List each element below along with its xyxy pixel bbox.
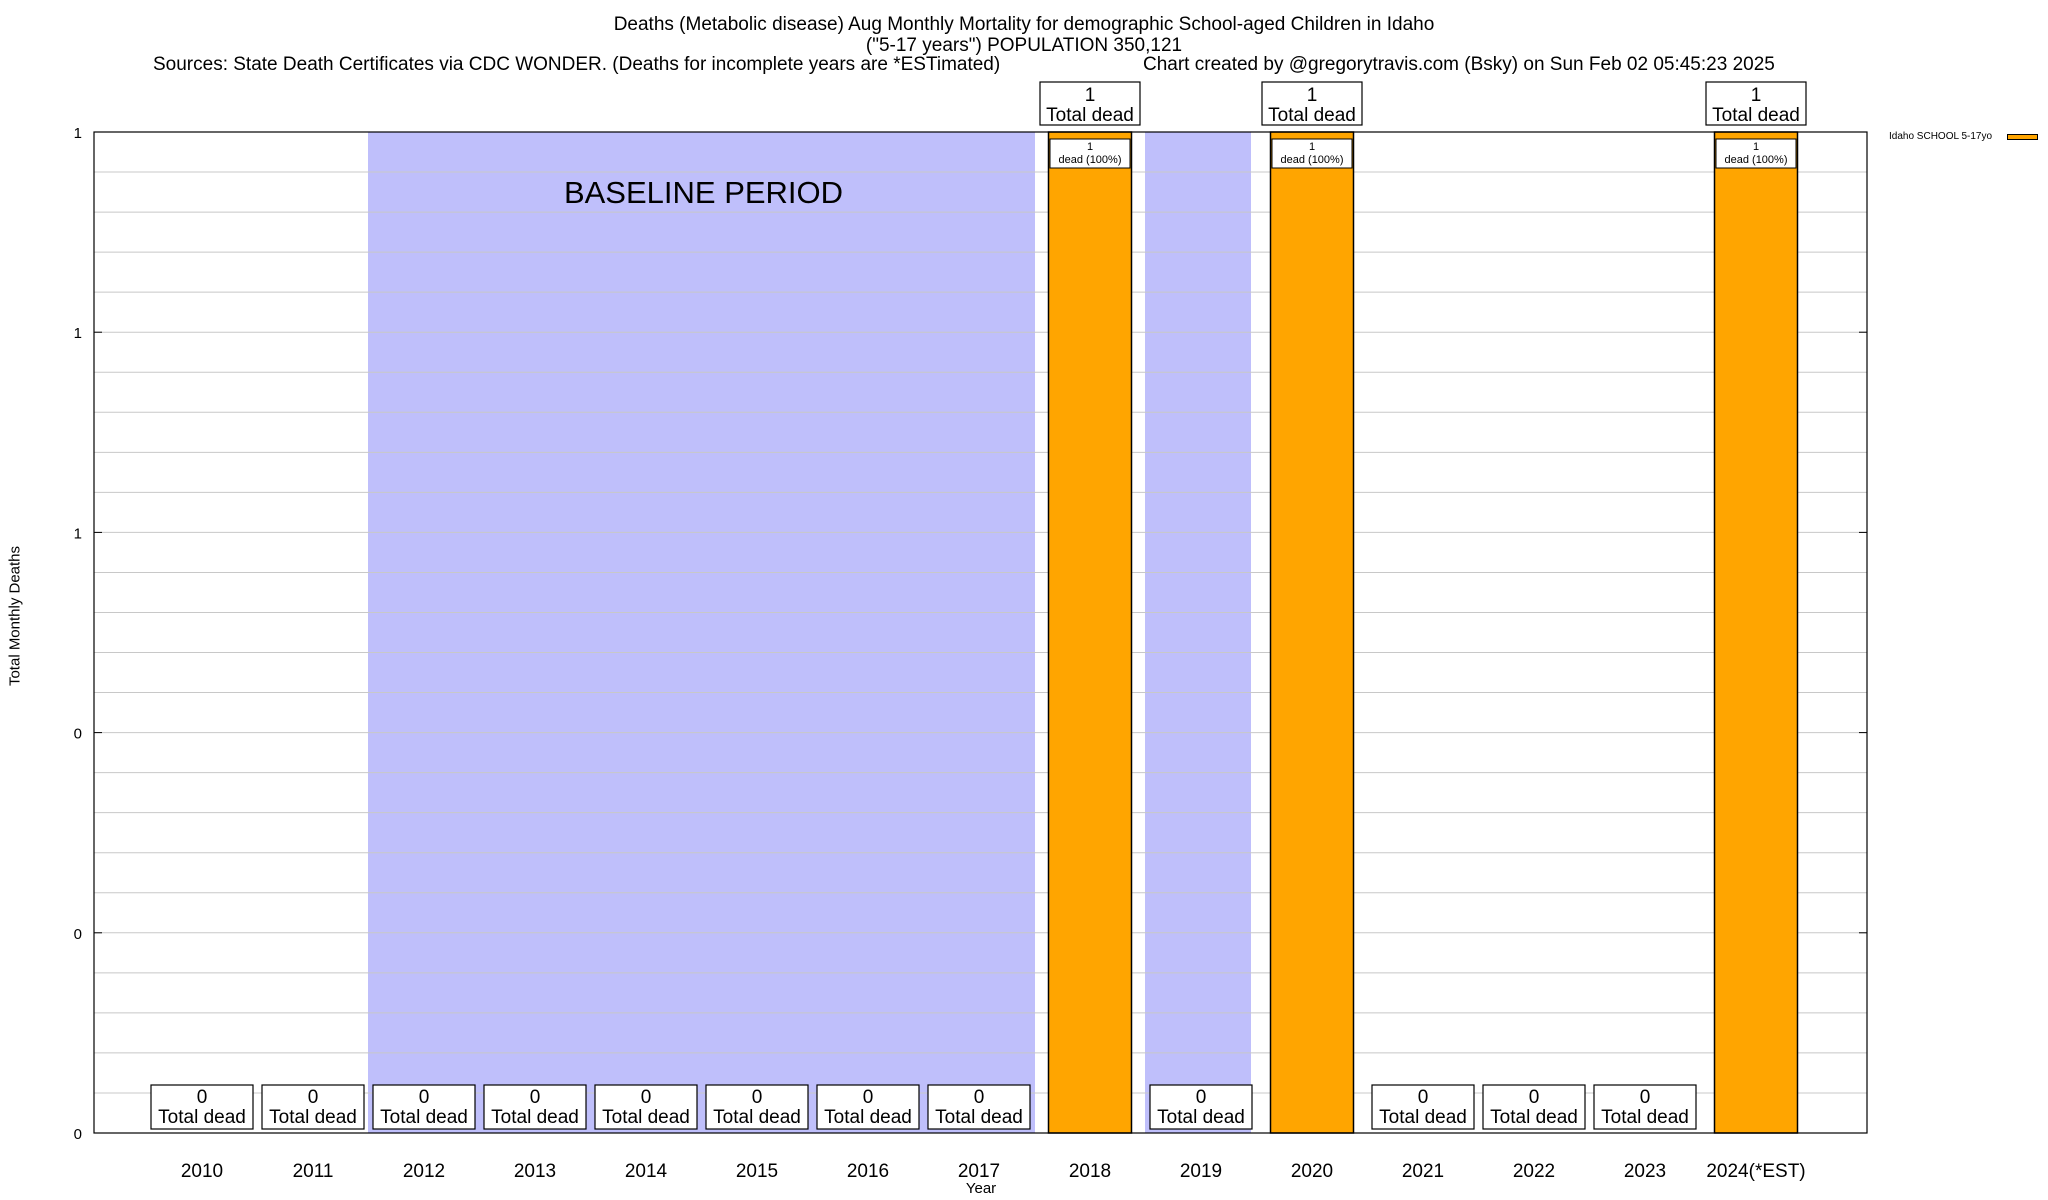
bar-total-text: Total dead [158,1107,246,1128]
chart-title-line2: ("5-17 years") POPULATION 350,121 [865,35,1183,56]
bar-total-value: 0 [1640,1087,1651,1108]
bar-total-label-box [1039,81,1141,126]
bar-inner-label-text: dead (100%) [1725,154,1788,166]
x-tick-label: 2013 [514,1161,556,1182]
x-tick-label: 2018 [1069,1161,1111,1182]
bar-total-label-box [483,1084,587,1130]
bar-total-label-box [927,1084,1031,1130]
x-tick-label: 2020 [1291,1161,1333,1182]
bar-total-label-box [594,1084,698,1130]
x-tick-label: 2019 [1180,1161,1222,1182]
bar-total-label-box [150,1084,254,1130]
chart-title-line1: Deaths (Metabolic disease) Aug Monthly M… [613,14,1435,35]
x-tick-label: 2016 [847,1161,889,1182]
bar-inner-label-count: 1 [1087,141,1093,153]
bar-total-label-box [1371,1084,1475,1130]
bar-total-text: Total dead [1268,105,1356,126]
bar-total-label-box [1482,1084,1586,1130]
bar-total-label-box [705,1084,809,1130]
bar-total-text: Total dead [1157,1107,1245,1128]
bar-total-value: 0 [308,1087,319,1108]
bar-total-value: 0 [641,1087,652,1108]
x-axis-label: Year [965,1180,997,1197]
legend-swatch [2007,134,2038,140]
bar-total-text: Total dead [491,1107,579,1128]
bar-total-text: Total dead [713,1107,801,1128]
bar-inner-label-box [1049,138,1131,169]
bar-total-text: Total dead [1601,1107,1689,1128]
bar-total-value: 0 [419,1087,430,1108]
y-tick-label: 0 [74,726,82,743]
bar-total-text: Total dead [824,1107,912,1128]
y-tick-label: 1 [74,525,82,542]
bar-total-text: Total dead [380,1107,468,1128]
bar-total-value: 0 [530,1087,541,1108]
baseline-period-band [368,132,1035,1133]
bar [1713,131,1799,1134]
baseline-period-label: BASELINE PERIOD [564,175,843,210]
y-tick-label: 1 [74,125,82,142]
x-tick-label: 2015 [736,1161,778,1182]
bar-total-text: Total dead [602,1107,690,1128]
bar-total-value: 0 [863,1087,874,1108]
bar-total-label-box [261,1084,365,1130]
baseline-period-band [1145,132,1251,1133]
bar-total-label-box [372,1084,476,1130]
bar-total-value: 0 [752,1087,763,1108]
bar-total-label-box [1705,81,1807,126]
bar-inner-label-count: 1 [1753,141,1759,153]
x-tick-label: 2023 [1624,1161,1666,1182]
x-tick-label: 2021 [1402,1161,1444,1182]
bar-total-text: Total dead [269,1107,357,1128]
bar [1047,131,1133,1134]
bar-total-label-box [1149,1084,1253,1130]
bar-total-value: 0 [197,1087,208,1108]
x-tick-label: 2014 [625,1161,668,1182]
bar-total-value: 0 [1529,1087,1540,1108]
bar-inner-label-text: dead (100%) [1281,154,1344,166]
bar-total-text: Total dead [1490,1107,1578,1128]
x-tick-label: 2011 [293,1161,334,1182]
bar-inner-label-box [1715,138,1797,169]
y-tick-label: 0 [74,1126,82,1143]
x-tick-label: 2012 [403,1161,445,1182]
bar [1269,131,1355,1134]
chart-credit: Chart created by @gregorytravis.com (Bsk… [1143,54,1775,75]
y-tick-label: 1 [74,325,82,342]
chart-sources-note: Sources: State Death Certificates via CD… [153,54,1001,75]
x-tick-label: 2010 [181,1161,223,1182]
y-tick-label: 0 [74,926,82,943]
bar-total-label-box [1593,1084,1697,1130]
x-tick-label: 2024(*EST) [1706,1161,1805,1182]
legend-series-label: Idaho SCHOOL 5-17yo [1889,131,1993,142]
bar-inner-label-count: 1 [1309,141,1315,153]
bar-total-value: 0 [1196,1087,1207,1108]
bar-total-text: Total dead [1712,105,1800,126]
bar-total-label-box [1261,81,1363,126]
bar-total-value: 0 [1418,1087,1429,1108]
bar-total-text: Total dead [1046,105,1134,126]
bar-total-text: Total dead [1379,1107,1467,1128]
bar-inner-label-text: dead (100%) [1059,154,1122,166]
bar-total-value: 1 [1307,85,1318,106]
bar-total-value: 1 [1751,85,1762,106]
bar-total-text: Total dead [935,1107,1023,1128]
bar-inner-label-box [1271,138,1353,169]
bar-total-value: 0 [974,1087,985,1108]
plot-frame [93,131,1868,1134]
bar-total-value: 1 [1085,85,1096,106]
bar-total-label-box [816,1084,920,1130]
x-tick-label: 2017 [958,1161,1000,1182]
x-tick-label: 2022 [1513,1161,1555,1182]
